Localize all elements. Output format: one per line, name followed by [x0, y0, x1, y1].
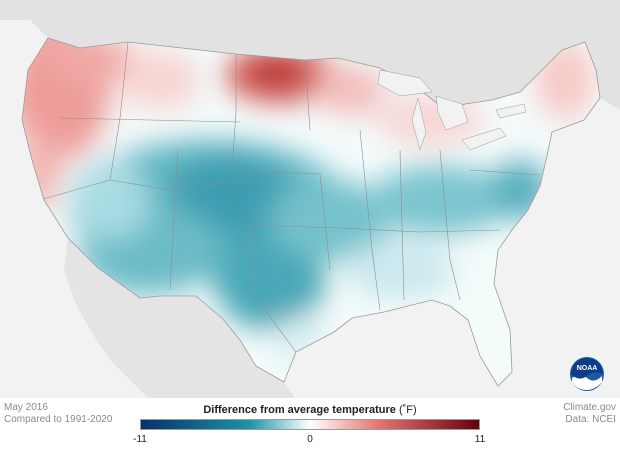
great-lakes	[377, 69, 527, 151]
map-source: Climate.gov Data: NCEI	[563, 402, 616, 426]
map-info: May 2016 Compared to 1991-2020	[4, 402, 112, 426]
map-baseline: Compared to 1991-2020	[4, 414, 113, 425]
legend-mid-label: 0	[307, 434, 313, 445]
legend-color-bar	[140, 419, 480, 430]
mexico-land	[64, 238, 296, 400]
legend-max-label: 11	[474, 434, 486, 445]
source-data: Data: NCEI	[565, 414, 616, 425]
footer: May 2016 Compared to 1991-2020 Climate.g…	[0, 398, 620, 450]
legend-title-text: Difference from average temperature	[203, 404, 396, 416]
anomaly-field	[22, 38, 595, 365]
map-date: May 2016	[4, 402, 48, 413]
source-site: Climate.gov	[563, 402, 616, 413]
legend-unit: (˚F)	[398, 404, 417, 416]
noaa-logo: NOAA	[570, 357, 604, 391]
state-boundaries	[39, 41, 541, 353]
legend-title: Difference from average temperature (˚F)	[140, 404, 480, 416]
noaa-logo-text: NOAA	[577, 365, 598, 372]
canada-land	[0, 0, 620, 110]
anomaly-map	[0, 0, 620, 400]
legend-min-label: -11	[133, 434, 147, 445]
